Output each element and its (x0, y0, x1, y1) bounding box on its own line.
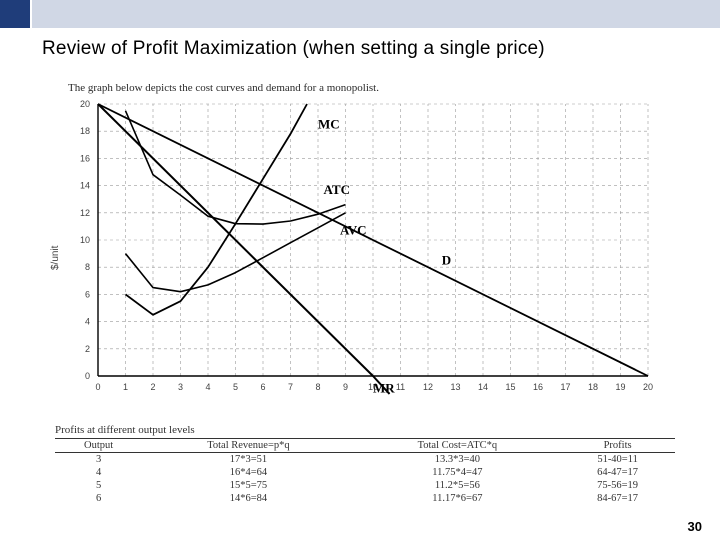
svg-text:7: 7 (288, 382, 293, 392)
cost-curves-chart: 0123456789101112131415161718192002468101… (68, 98, 658, 398)
table-cell: 75-56=19 (560, 479, 675, 492)
svg-text:17: 17 (560, 382, 570, 392)
svg-text:9: 9 (343, 382, 348, 392)
profit-table-container: Profits at different output levels Outpu… (55, 424, 675, 506)
svg-text:0: 0 (85, 371, 90, 381)
svg-text:0: 0 (95, 382, 100, 392)
table-cell: 15*5=75 (142, 479, 354, 492)
table-cell: 16*4=64 (142, 466, 354, 479)
table-row: 416*4=6411.75*4=4764-47=17 (55, 466, 675, 479)
svg-text:16: 16 (80, 153, 90, 163)
table-cell: 17*3=51 (142, 453, 354, 467)
svg-text:14: 14 (478, 382, 488, 392)
svg-text:1: 1 (123, 382, 128, 392)
table-header: Output (55, 439, 142, 453)
svg-text:4: 4 (85, 317, 90, 327)
table-caption: Profits at different output levels (55, 424, 675, 436)
svg-text:AVC: AVC (340, 223, 367, 238)
svg-text:10: 10 (80, 235, 90, 245)
svg-text:13: 13 (450, 382, 460, 392)
page-subtitle: The graph below depicts the cost curves … (68, 82, 379, 94)
svg-text:2: 2 (85, 344, 90, 354)
svg-text:MR: MR (373, 380, 395, 395)
table-cell: 64-47=17 (560, 466, 675, 479)
page-title: Review of Profit Maximization (when sett… (42, 38, 545, 60)
svg-text:12: 12 (423, 382, 433, 392)
svg-text:8: 8 (315, 382, 320, 392)
table-row: 317*3=5113.3*3=4051-40=11 (55, 453, 675, 467)
svg-text:11: 11 (396, 382, 405, 392)
table-cell: 3 (55, 453, 142, 467)
svg-text:2: 2 (150, 382, 155, 392)
svg-text:18: 18 (80, 126, 90, 136)
svg-text:ATC: ATC (324, 182, 350, 197)
table-cell: 84-67=17 (560, 492, 675, 505)
svg-text:D: D (442, 252, 451, 267)
table-cell: 11.17*6=67 (355, 492, 561, 505)
svg-text:3: 3 (178, 382, 183, 392)
table-cell: 51-40=11 (560, 453, 675, 467)
table-cell: 13.3*3=40 (355, 453, 561, 467)
header-bar (0, 0, 720, 28)
table-header: Profits (560, 439, 675, 453)
svg-text:8: 8 (85, 262, 90, 272)
svg-text:14: 14 (80, 181, 90, 191)
svg-text:5: 5 (233, 382, 238, 392)
page-number: 30 (688, 519, 702, 534)
svg-text:20: 20 (643, 382, 653, 392)
table-cell: 11.2*5=56 (355, 479, 561, 492)
table-cell: 5 (55, 479, 142, 492)
svg-text:19: 19 (615, 382, 625, 392)
table-cell: 6 (55, 492, 142, 505)
table-row: 515*5=7511.2*5=5675-56=19 (55, 479, 675, 492)
svg-text:12: 12 (80, 208, 90, 218)
logo-block (0, 0, 30, 28)
svg-text:6: 6 (260, 382, 265, 392)
table-header: Total Revenue=p*q (142, 439, 354, 453)
table-cell: 4 (55, 466, 142, 479)
svg-text:18: 18 (588, 382, 598, 392)
table-header: Total Cost=ATC*q (355, 439, 561, 453)
table-cell: 11.75*4=47 (355, 466, 561, 479)
chart-container: 0123456789101112131415161718192002468101… (68, 98, 658, 398)
table-row: 614*6=8411.17*6=6784-67=17 (55, 492, 675, 505)
svg-text:16: 16 (533, 382, 543, 392)
svg-text:MC: MC (318, 116, 340, 131)
svg-text:4: 4 (205, 382, 210, 392)
svg-text:6: 6 (85, 289, 90, 299)
header-bar-fill (32, 0, 720, 28)
svg-text:15: 15 (505, 382, 515, 392)
y-axis-title: $/unit (50, 246, 61, 270)
svg-text:20: 20 (80, 99, 90, 109)
profit-table: OutputTotal Revenue=p*qTotal Cost=ATC*qP… (55, 438, 675, 506)
table-cell: 14*6=84 (142, 492, 354, 505)
